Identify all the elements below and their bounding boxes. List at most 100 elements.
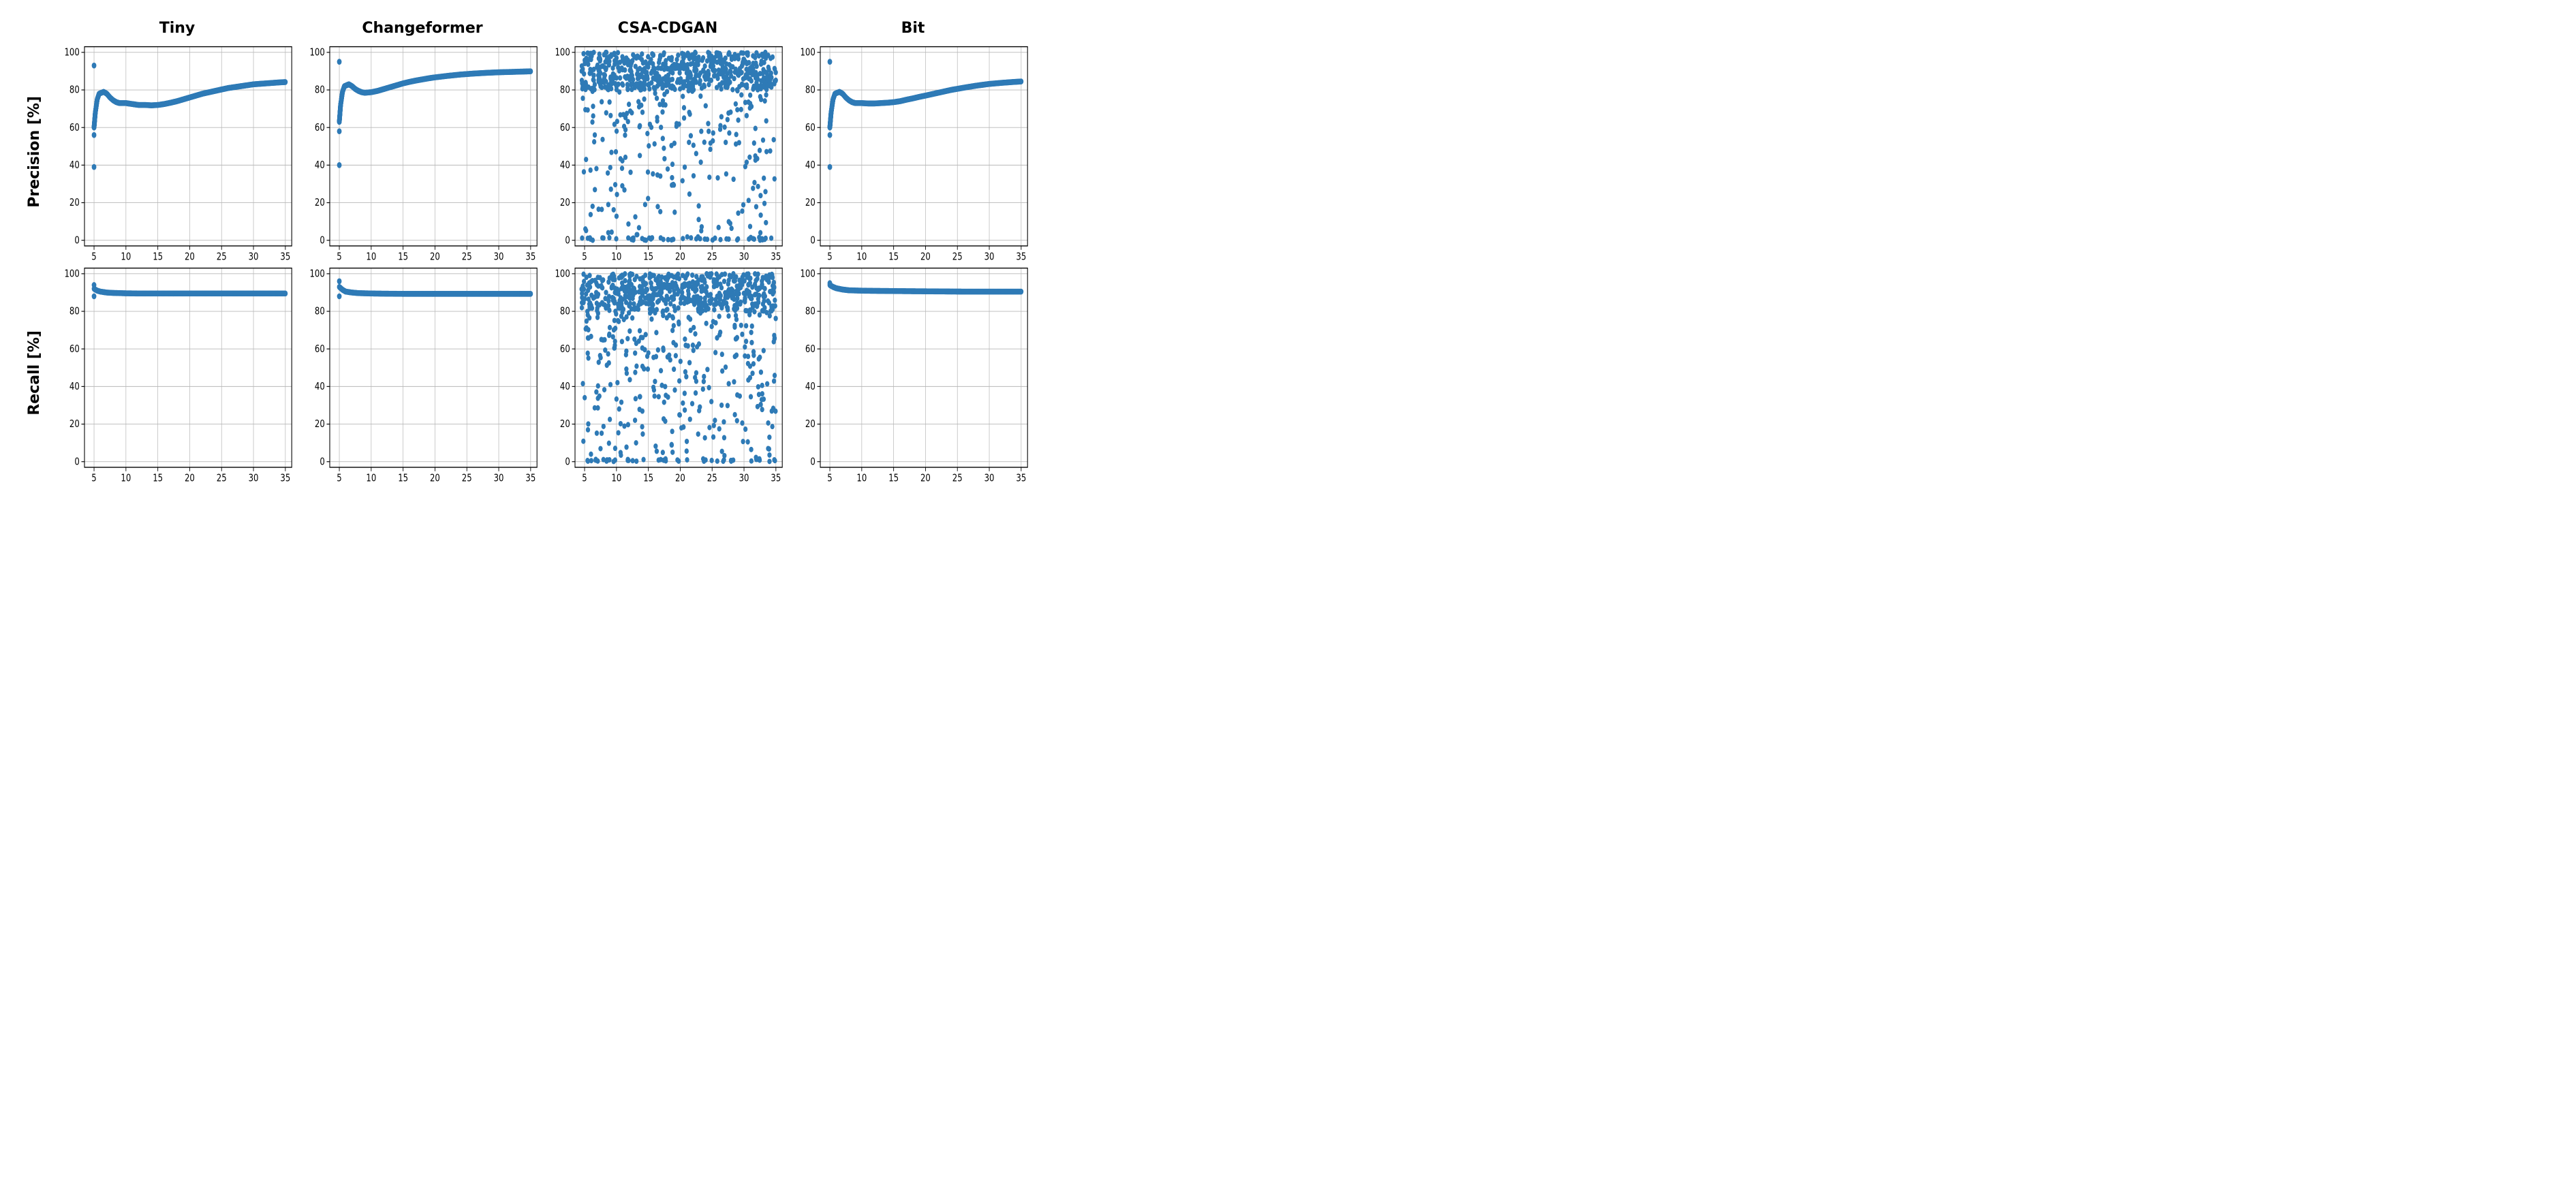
svg-text:20: 20 [185, 251, 195, 263]
svg-text:100: 100 [800, 47, 815, 59]
svg-text:10: 10 [366, 251, 376, 263]
svg-text:20: 20 [675, 473, 685, 484]
svg-text:60: 60 [69, 344, 80, 356]
svg-text:0: 0 [565, 456, 570, 468]
svg-text:20: 20 [560, 198, 570, 209]
svg-text:0: 0 [810, 235, 815, 247]
svg-text:15: 15 [153, 473, 163, 484]
svg-text:25: 25 [952, 473, 963, 484]
panel-0-2: 5101520253035020406080100 [545, 41, 790, 262]
svg-text:40: 40 [560, 381, 570, 393]
svg-text:20: 20 [315, 419, 325, 431]
svg-text:35: 35 [1016, 473, 1026, 484]
row-title-1: Recall [%] [26, 330, 43, 416]
svg-text:25: 25 [462, 251, 472, 263]
svg-text:15: 15 [643, 473, 653, 484]
svg-text:20: 20 [920, 251, 931, 263]
svg-text:80: 80 [69, 84, 80, 96]
svg-text:100: 100 [309, 268, 324, 280]
svg-text:40: 40 [315, 381, 325, 393]
svg-text:20: 20 [430, 251, 440, 263]
svg-text:0: 0 [74, 456, 79, 468]
svg-text:20: 20 [805, 419, 816, 431]
svg-text:25: 25 [707, 251, 717, 263]
svg-text:25: 25 [707, 473, 717, 484]
svg-text:5: 5 [337, 251, 341, 263]
svg-text:20: 20 [675, 251, 685, 263]
svg-text:0: 0 [565, 235, 570, 247]
row-title-0: Precision [%] [26, 96, 43, 208]
svg-text:5: 5 [582, 251, 587, 263]
svg-text:35: 35 [280, 251, 290, 263]
svg-text:5: 5 [91, 473, 96, 484]
svg-text:35: 35 [771, 473, 781, 484]
svg-text:5: 5 [91, 251, 96, 263]
svg-text:0: 0 [810, 456, 815, 468]
svg-text:100: 100 [64, 47, 79, 59]
svg-text:0: 0 [74, 235, 79, 247]
svg-text:80: 80 [805, 84, 816, 96]
svg-text:60: 60 [805, 123, 816, 134]
col-title-1: Changeformer [300, 20, 545, 41]
svg-text:20: 20 [315, 198, 325, 209]
svg-text:40: 40 [805, 381, 816, 393]
svg-text:20: 20 [69, 198, 80, 209]
svg-text:40: 40 [560, 160, 570, 172]
svg-text:35: 35 [771, 251, 781, 263]
panel-1-1: 5101520253035020406080100 [300, 262, 545, 484]
svg-text:40: 40 [69, 381, 80, 393]
panel-0-0: 5101520253035020406080100 [55, 41, 300, 262]
svg-text:20: 20 [430, 473, 440, 484]
svg-text:60: 60 [315, 123, 325, 134]
svg-text:80: 80 [315, 306, 325, 317]
svg-text:100: 100 [800, 268, 815, 280]
svg-text:100: 100 [64, 268, 79, 280]
svg-text:15: 15 [643, 251, 653, 263]
panel-1-0: 5101520253035020406080100 [55, 262, 300, 484]
svg-text:15: 15 [398, 473, 408, 484]
svg-text:80: 80 [315, 84, 325, 96]
col-title-2: CSA-CDGAN [545, 20, 790, 41]
svg-text:30: 30 [494, 473, 504, 484]
panel-1-2: 5101520253035020406080100 [545, 262, 790, 484]
svg-text:20: 20 [560, 419, 570, 431]
figure-grid: Tiny Changeformer CSA-CDGAN Bit Precisio… [14, 14, 1036, 484]
svg-text:60: 60 [69, 123, 80, 134]
svg-text:35: 35 [525, 251, 536, 263]
svg-text:10: 10 [856, 473, 867, 484]
svg-text:25: 25 [462, 473, 472, 484]
svg-text:25: 25 [217, 473, 227, 484]
svg-text:10: 10 [856, 251, 867, 263]
svg-text:5: 5 [827, 251, 832, 263]
col-title-3: Bit [790, 20, 1036, 41]
svg-text:5: 5 [827, 473, 832, 484]
svg-text:15: 15 [888, 251, 899, 263]
svg-text:30: 30 [739, 251, 749, 263]
svg-text:60: 60 [560, 344, 570, 356]
svg-text:40: 40 [69, 160, 80, 172]
svg-text:20: 20 [185, 473, 195, 484]
svg-text:80: 80 [560, 306, 570, 317]
svg-text:20: 20 [805, 198, 816, 209]
svg-text:60: 60 [805, 344, 816, 356]
svg-text:30: 30 [249, 251, 259, 263]
svg-text:40: 40 [805, 160, 816, 172]
svg-text:10: 10 [611, 473, 621, 484]
svg-text:10: 10 [121, 251, 131, 263]
svg-text:15: 15 [398, 251, 408, 263]
svg-text:30: 30 [984, 251, 995, 263]
svg-text:35: 35 [280, 473, 290, 484]
col-title-0: Tiny [55, 20, 300, 41]
svg-text:80: 80 [69, 306, 80, 317]
svg-text:15: 15 [888, 473, 899, 484]
svg-text:80: 80 [805, 306, 816, 317]
panel-0-3: 5101520253035020406080100 [790, 41, 1036, 262]
panel-0-1: 5101520253035020406080100 [300, 41, 545, 262]
svg-text:25: 25 [217, 251, 227, 263]
svg-text:10: 10 [121, 473, 131, 484]
svg-text:100: 100 [309, 47, 324, 59]
svg-text:35: 35 [525, 473, 536, 484]
panel-1-3: 5101520253035020406080100 [790, 262, 1036, 484]
svg-text:0: 0 [320, 456, 324, 468]
svg-text:20: 20 [920, 473, 931, 484]
